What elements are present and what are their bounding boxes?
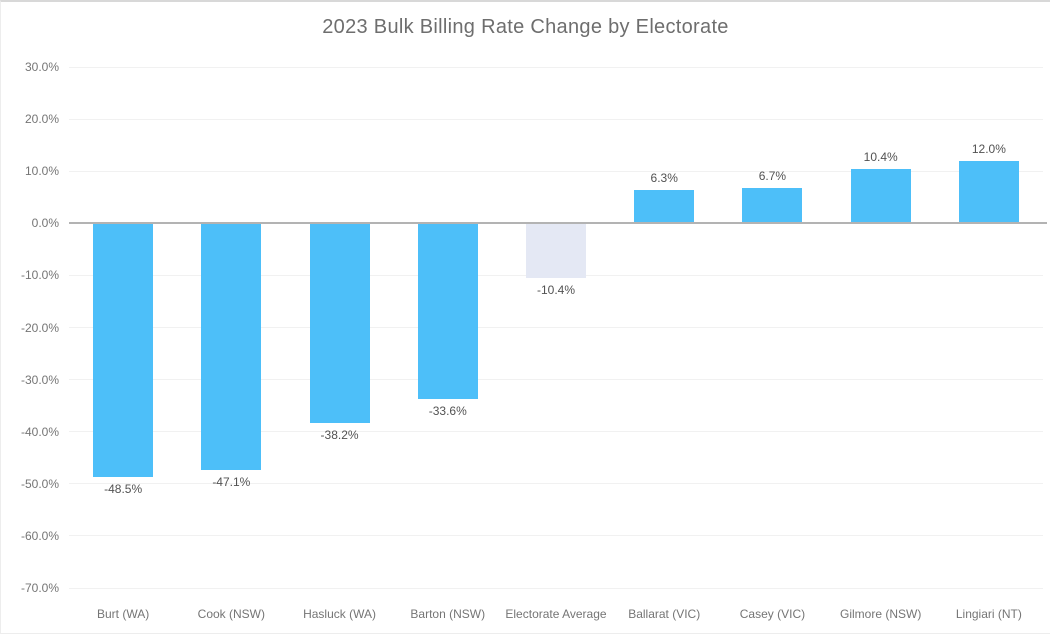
bar-cook-nsw[interactable] bbox=[201, 224, 262, 470]
gridline bbox=[69, 379, 1043, 381]
gridline bbox=[69, 535, 1043, 537]
gridline bbox=[69, 66, 1043, 68]
y-axis-tick-label: -40.0% bbox=[20, 424, 59, 439]
bar-ballarat-vic[interactable] bbox=[634, 190, 695, 224]
zero-axis-line bbox=[69, 222, 1047, 225]
bar-hasluck-wa[interactable] bbox=[309, 224, 370, 424]
bar-value-label: -38.2% bbox=[320, 428, 359, 443]
bar-value-label: -47.1% bbox=[212, 474, 251, 489]
bar-value-label: -10.4% bbox=[536, 283, 576, 298]
y-axis-tick-label: -20.0% bbox=[20, 320, 59, 335]
y-axis-tick-label: 20.0% bbox=[24, 112, 59, 127]
bar-value-label: 6.3% bbox=[650, 171, 678, 186]
x-axis-category-label: Hasluck (WA) bbox=[303, 607, 376, 621]
x-axis-category-label: Lingiari (NT) bbox=[955, 607, 1022, 621]
bar-burt-wa[interactable] bbox=[93, 224, 154, 477]
x-axis-category-label: Gilmore (NSW) bbox=[839, 607, 922, 621]
bar-value-label: 6.7% bbox=[758, 169, 787, 184]
y-axis-tick-label: 0.0% bbox=[31, 216, 59, 231]
chart-title: 2023 Bulk Billing Rate Change by Elector… bbox=[322, 16, 729, 38]
x-axis-category-label: Barton (NSW) bbox=[410, 607, 486, 621]
y-axis-tick-label: -60.0% bbox=[20, 528, 59, 543]
bar-gilmore-nsw[interactable] bbox=[850, 169, 911, 224]
bar-lingiari-nt[interactable] bbox=[958, 160, 1019, 224]
x-axis-category-label: Casey (VIC) bbox=[739, 607, 806, 621]
x-axis-category-label: Burt (WA) bbox=[97, 607, 150, 621]
gridline bbox=[69, 431, 1043, 433]
bar-electorate-average[interactable] bbox=[526, 224, 586, 279]
gridline bbox=[69, 170, 1043, 172]
y-axis-tick-label: -70.0% bbox=[20, 581, 59, 595]
y-axis-tick-label: 10.0% bbox=[24, 164, 59, 179]
x-axis-category-label: Ballarat (VIC) bbox=[628, 607, 701, 621]
bar-value-label: 12.0% bbox=[971, 141, 1006, 156]
bar-value-label: -33.6% bbox=[428, 404, 467, 419]
bar-value-label: 10.4% bbox=[863, 150, 898, 165]
gridline bbox=[69, 327, 1043, 328]
y-axis-tick-label: -10.0% bbox=[20, 268, 59, 283]
x-axis-category-label: Cook (NSW) bbox=[197, 607, 265, 621]
y-axis-tick-label: 30.0% bbox=[24, 60, 59, 74]
gridline bbox=[69, 587, 1043, 589]
bar-casey-vic[interactable] bbox=[742, 188, 803, 224]
x-axis-category-label: Electorate Average bbox=[505, 607, 607, 621]
gridline bbox=[69, 118, 1043, 120]
y-axis-tick-label: -30.0% bbox=[20, 372, 59, 387]
bar-barton-nsw[interactable] bbox=[417, 224, 478, 400]
gridline bbox=[69, 483, 1043, 485]
y-axis-tick-label: -50.0% bbox=[20, 476, 59, 491]
bar-value-label: -48.5% bbox=[104, 481, 143, 496]
